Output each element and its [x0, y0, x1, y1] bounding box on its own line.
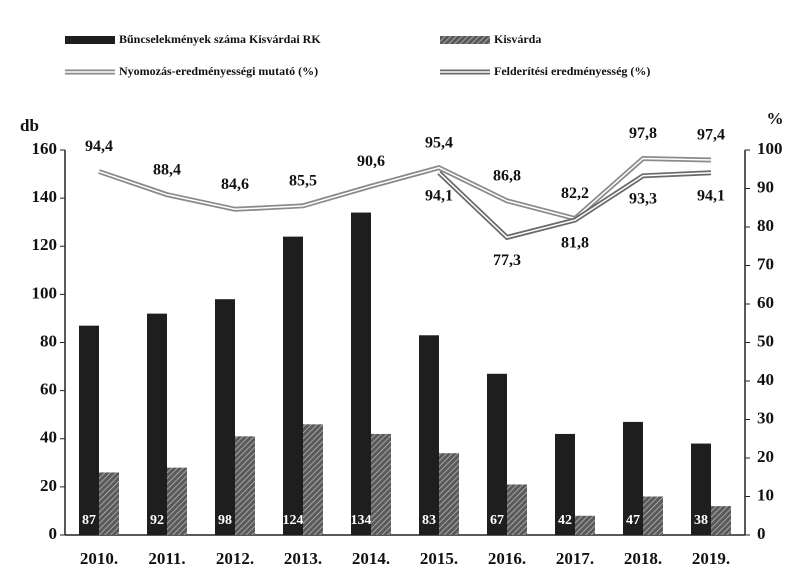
bar: [99, 472, 119, 535]
bar: [371, 433, 391, 535]
y-tick-label: 100: [32, 283, 58, 302]
line-label: 94,1: [425, 187, 453, 204]
line-label: 90,6: [357, 153, 385, 170]
bar: [419, 335, 439, 535]
legend-label: Bűncselekmények száma Kisvárdai RK: [119, 32, 321, 46]
bar: [691, 443, 711, 535]
y-tick-label: 20: [40, 476, 57, 495]
legend-swatch: [65, 36, 115, 44]
y-tick-label: 140: [32, 187, 58, 206]
bar: [215, 299, 235, 535]
bar-label: 38: [694, 513, 708, 528]
bar: [711, 506, 731, 535]
bar: [439, 453, 459, 535]
y2-tick-label: 30: [757, 408, 774, 427]
legend-label: Kisvárda: [494, 32, 541, 46]
bar: [351, 212, 371, 535]
y-tick-label: 40: [40, 428, 57, 447]
y2-tick-label: 0: [757, 524, 766, 543]
bar: [167, 467, 187, 535]
bar-label: 134: [351, 513, 372, 528]
x-tick-label: 2011.: [148, 549, 185, 568]
bar-label: 92: [150, 513, 164, 528]
line-label: 86,8: [493, 167, 521, 184]
line-label: 93,3: [629, 190, 657, 207]
bar-label: 67: [490, 513, 504, 528]
bar-label: 47: [626, 513, 640, 528]
y2-tick-label: 20: [757, 447, 774, 466]
y-tick-label: 0: [49, 524, 58, 543]
x-tick-label: 2014.: [352, 549, 390, 568]
y2-tick-label: 100: [757, 139, 783, 158]
bar-label: 83: [422, 513, 436, 528]
x-tick-label: 2012.: [216, 549, 254, 568]
y-axis-label: db: [20, 116, 39, 135]
y2-tick-label: 80: [757, 216, 774, 235]
y2-tick-label: 40: [757, 370, 774, 389]
bar: [283, 236, 303, 535]
line-label: 81,8: [561, 235, 589, 252]
line-label: 77,3: [493, 252, 521, 269]
legend-label: Felderítési eredményesség (%): [494, 64, 650, 78]
y2-tick-label: 60: [757, 293, 774, 312]
x-tick-label: 2015.: [420, 549, 458, 568]
bar: [643, 496, 663, 535]
line-label: 85,5: [289, 172, 317, 189]
x-tick-label: 2010.: [80, 549, 118, 568]
bar: [623, 421, 643, 535]
y-tick-label: 60: [40, 380, 57, 399]
line-label: 94,1: [697, 187, 725, 204]
bar-label: 98: [218, 513, 232, 528]
line-label: 84,6: [221, 176, 249, 193]
x-tick-label: 2019.: [692, 549, 730, 568]
legend-swatch: [440, 36, 490, 44]
bar: [235, 436, 255, 535]
y2-tick-label: 50: [757, 331, 774, 350]
line-label: 94,4: [85, 138, 113, 155]
line-inner: [438, 171, 712, 239]
bar-label: 124: [283, 513, 304, 528]
x-tick-label: 2018.: [624, 549, 662, 568]
y-tick-label: 160: [32, 139, 58, 158]
y-tick-label: 80: [40, 331, 57, 350]
y2-tick-label: 90: [757, 177, 774, 196]
x-tick-label: 2017.: [556, 549, 594, 568]
bar: [147, 313, 167, 535]
bar: [79, 325, 99, 535]
y2-tick-label: 70: [757, 254, 774, 273]
y2-axis-label: %: [767, 109, 784, 128]
line-label: 97,4: [697, 127, 725, 144]
line-label: 95,4: [425, 134, 453, 151]
legend-label: Nyomozás-eredményességi mutató (%): [119, 64, 318, 78]
x-tick-label: 2013.: [284, 549, 322, 568]
line-label: 97,8: [629, 125, 657, 142]
bar: [575, 515, 595, 535]
bar: [555, 433, 575, 535]
line-inner: [98, 157, 712, 220]
line-label: 88,4: [153, 161, 181, 178]
bar: [507, 484, 527, 535]
bar: [303, 424, 323, 535]
bar-label: 42: [558, 513, 572, 528]
y-tick-label: 120: [32, 235, 58, 254]
bar-label: 87: [82, 513, 96, 528]
x-tick-label: 2016.: [488, 549, 526, 568]
bar: [487, 373, 507, 535]
line-label: 82,2: [561, 185, 589, 202]
y2-tick-label: 10: [757, 485, 774, 504]
